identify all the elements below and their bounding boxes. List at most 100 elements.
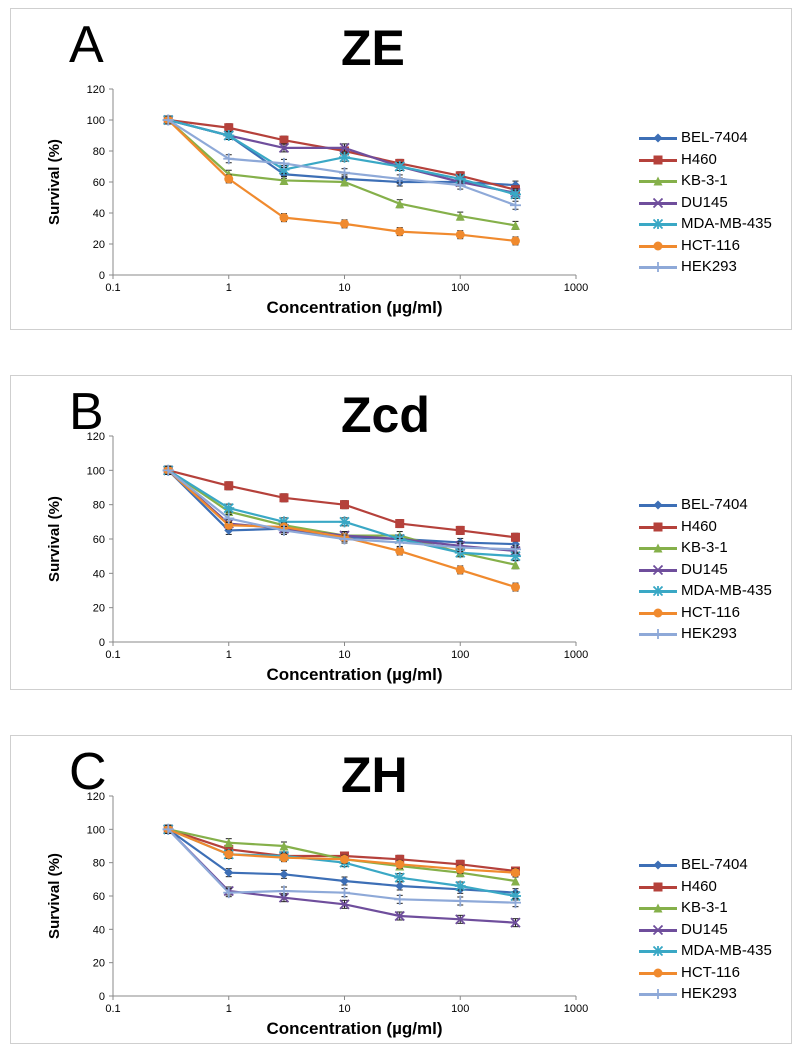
data-point [455,914,466,925]
legend-item: HEK293 [629,985,795,1007]
data-point [224,849,234,859]
x-tick-label: 1000 [564,649,588,661]
legend-marker-shape [653,903,663,913]
legend-item: H460 [629,518,795,540]
legend-label: DU145 [681,560,728,578]
legend-marker [653,543,663,553]
data-point [510,560,520,570]
legend-label: HCT-116 [681,603,740,621]
data-point [278,524,290,536]
data-point [279,175,289,185]
data-point-stroke [278,142,290,154]
data-point [394,161,406,172]
legend-item: BEL-7404 [629,129,795,151]
data-point [395,199,405,209]
data-point [510,868,520,878]
data-point [339,516,350,528]
legend-item: H460 [629,878,795,900]
chart-title: Zcd [341,387,430,443]
legend-marker [653,522,663,531]
y-tick-label: 80 [93,146,105,158]
legend-marker [653,241,663,250]
data-point [162,114,174,126]
legend-marker [653,155,663,164]
legend-label: H460 [681,877,717,895]
data-point [395,859,405,869]
legend-marker [653,989,663,999]
y-tick-label: 40 [93,568,105,580]
data-point [278,885,290,897]
legend-item: KB-3-1 [629,539,795,561]
legend-marker-shape [653,155,663,164]
data-point-stroke [455,914,466,925]
panel-letter: C [69,743,107,801]
data-point [339,887,350,899]
legend-label: H460 [681,150,717,168]
data-point [510,220,520,230]
legend-marker [653,903,663,913]
x-tick-label: 1 [226,649,232,661]
data-point [455,211,465,221]
plot-area: 0 20 40 60 80 100 120 0.1 1 10 100 1000 Concentratio… [46,791,588,1038]
data-point [394,173,406,185]
y-tick-label: 20 [93,603,105,615]
legend-marker [653,197,663,208]
data-point [454,895,466,907]
x-tick-label: 10 [338,282,350,294]
y-tick-label: 0 [99,637,105,649]
x-axis-label: Concentration (µg/ml) [266,665,442,684]
data-point-stroke [339,899,350,910]
legend-marker-shape [653,860,663,870]
legend-item: KB-3-1 [629,172,795,194]
data-point [510,876,520,886]
legend-label: DU145 [681,920,728,938]
chart-title: ZE [341,20,405,76]
data-point-stroke [339,142,350,154]
legend-marker [653,608,663,617]
data-point [279,853,289,863]
panel-letter: B [69,383,104,441]
data-point [279,841,289,851]
y-tick-label: 40 [93,208,105,220]
chart-title: ZH [341,747,408,803]
x-tick-label: 1 [226,282,232,294]
data-point [454,542,466,554]
data-point [340,854,349,864]
legend-item: HCT-116 [629,964,795,986]
y-tick-label: 0 [99,270,105,282]
data-point [278,157,290,169]
data-point [510,532,520,542]
x-tick-label: 10 [338,649,350,661]
y-tick-label: 80 [93,500,105,512]
legend-item: H460 [629,151,795,173]
plot-area: 0 20 40 60 80 100 120 0.1 1 10 100 1000 Concentratio… [46,84,588,317]
legend-marker [653,564,663,575]
legend-marker-shape [653,989,663,999]
data-point [224,520,234,530]
data-point [395,546,405,556]
data-point [279,135,289,145]
legend-marker-shape [653,586,663,596]
legend-marker-shape-stroke [653,197,663,208]
y-tick-label: 20 [93,239,105,251]
data-point [395,881,405,891]
x-tick-label: 100 [451,649,469,661]
legend-marker-shape [653,133,663,143]
data-point [223,502,235,514]
data-point [455,565,465,575]
legend-marker [653,219,663,229]
data-point [454,880,466,892]
legend: BEL-7404 H460 KB-3-1 DU145 MDA-MB-435 HCT-116… [629,129,795,280]
legend-label: HEK293 [681,258,737,275]
data-point [339,151,350,163]
x-tick-label: 1 [226,1003,232,1015]
legend-marker-shape [653,241,663,250]
y-tick-label: 0 [99,991,105,1003]
x-tick-label: 0.1 [105,282,120,294]
x-tick-label: 10 [338,1003,350,1015]
data-point [509,188,521,200]
data-point [395,519,405,529]
x-tick-label: 0.1 [105,649,120,661]
x-axis-label: Concentration (µg/ml) [266,298,442,317]
legend-marker [653,882,663,891]
